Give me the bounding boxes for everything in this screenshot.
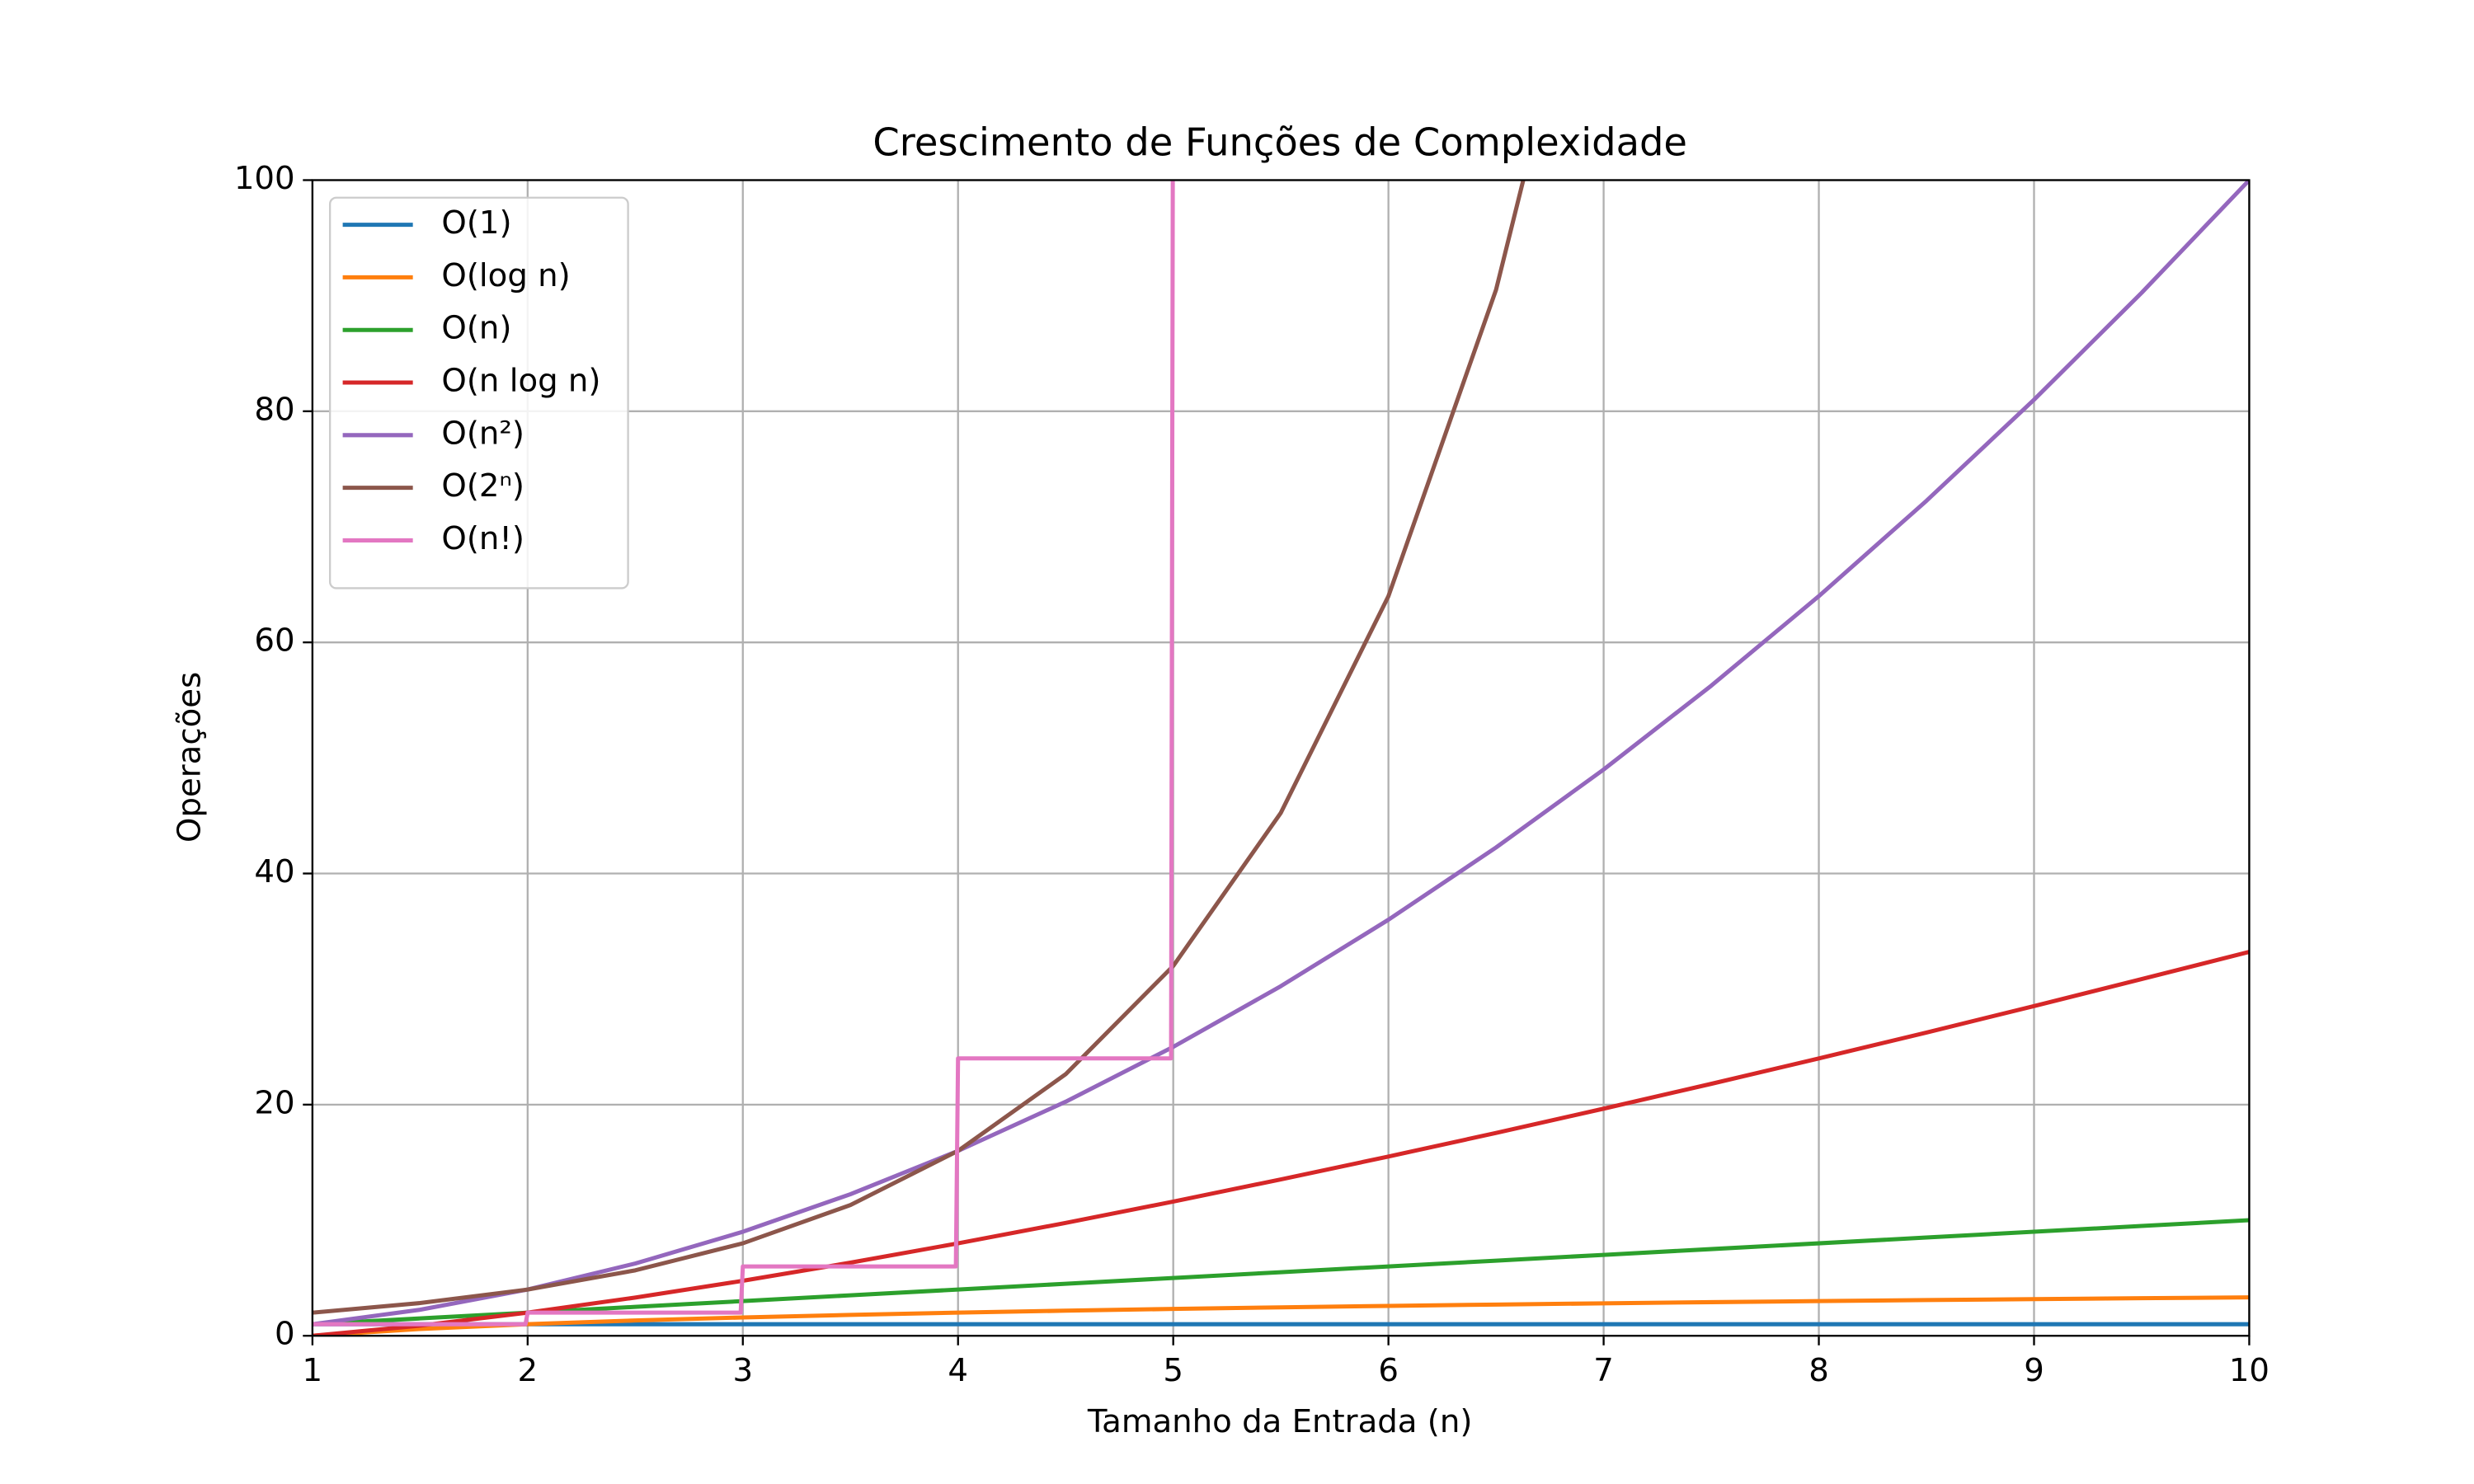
y-tick-label: 100 [234,160,295,197]
x-tick-label: 5 [1163,1352,1183,1389]
x-tick-label: 2 [518,1352,539,1389]
series-line [312,1218,2250,1327]
legend: O(1) O(log n) O(n) O(n log n) O(n²) O(2ⁿ) O(n!… [328,196,629,589]
x-tick-label: 3 [732,1352,753,1389]
y-axis-label: Operações [171,672,208,843]
legend-label: O(n²) [441,415,524,452]
legend-label: O(n!) [441,520,524,557]
y-tick-label: 80 [254,391,294,428]
series-line [312,1295,2250,1336]
series-line [312,950,2250,1336]
plot-area [312,180,2250,1336]
legend-label: O(log n) [441,257,570,294]
legend-label: O(n log n) [441,363,600,400]
x-tick-label: 7 [1593,1352,1614,1389]
series-line [312,180,2250,1327]
chart-title: Crescimento de Funções de Complexidade [872,120,1687,164]
x-tick-label: 1 [303,1352,323,1389]
y-tick-label: 20 [254,1084,294,1121]
x-tick-label: 10 [2229,1352,2269,1389]
y-tick-label: 60 [254,622,294,660]
legend-label: O(2ⁿ) [441,467,524,505]
legend-label: O(n) [441,310,511,347]
x-axis-label: Tamanho da Entrada (n) [1087,1403,1472,1440]
x-tick-label: 4 [948,1352,968,1389]
plot-frame [311,179,2251,1337]
x-tick-label: 8 [1808,1352,1829,1389]
y-tick-label: 0 [275,1316,295,1353]
x-tick-label: 6 [1378,1352,1399,1389]
x-tick-label: 9 [2024,1352,2044,1389]
series-line [312,180,1526,1315]
legend-label: O(1) [441,204,511,242]
y-tick-label: 40 [254,853,294,890]
legend-box [328,196,629,589]
